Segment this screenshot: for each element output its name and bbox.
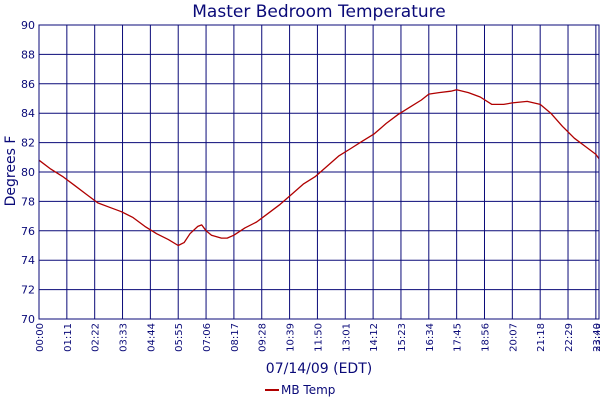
x-tick-label: 23:48	[595, 323, 600, 352]
legend: MB Temp	[265, 383, 335, 397]
x-axis-label: 07/14/09 (EDT)	[266, 361, 372, 377]
x-tick-label: 16:34	[425, 323, 436, 352]
y-tick-label: 80	[21, 166, 35, 179]
plot-frame	[38, 24, 600, 320]
series-line-mb-temp	[38, 89, 600, 247]
y-axis-label: Degrees F	[3, 136, 19, 207]
x-tick-label: 10:39	[286, 323, 297, 352]
x-tick-label: 21:18	[536, 323, 547, 352]
x-tick-label: 00:00	[35, 323, 46, 352]
y-tick-label: 72	[21, 284, 35, 297]
y-tick-label: 70	[21, 313, 35, 326]
x-tick-label: 22:29	[564, 323, 575, 352]
y-tick-label: 82	[21, 137, 35, 150]
x-tick-label: 17:45	[453, 323, 464, 352]
x-tick-label: 03:33	[119, 323, 130, 352]
x-tick-label: 13:01	[341, 323, 352, 352]
x-tick-label: 09:28	[258, 323, 269, 352]
y-tick-label: 76	[21, 225, 35, 238]
x-tick-label: 18:56	[480, 323, 491, 352]
y-tick-label: 74	[21, 254, 35, 267]
x-tick-label: 02:22	[91, 323, 102, 352]
x-tick-label: 07:06	[202, 323, 213, 352]
y-tick-label: 86	[21, 78, 35, 91]
x-tick-label: 11:50	[313, 323, 324, 352]
x-tick-label: 01:11	[63, 323, 74, 352]
y-tick-label: 84	[21, 107, 35, 120]
y-tick-label: 90	[21, 19, 35, 32]
y-tick-label: 88	[21, 48, 35, 61]
x-tick-labels: 00:00 01:11 02:22 03:33 04:44 05:55 07:06 08:17…	[35, 323, 600, 352]
grid-lines	[38, 24, 600, 320]
x-tick-label: 23:40	[592, 323, 600, 352]
x-tick-label: 15:23	[397, 323, 408, 352]
x-tick-label: 14:12	[369, 323, 380, 352]
x-tick-label: 05:55	[174, 323, 185, 352]
series-layer	[38, 89, 600, 247]
x-tick-label: 08:17	[230, 323, 241, 352]
y-tick-labels: 70 72 74 76 78 80 82 84 86 88 90	[21, 19, 35, 326]
legend-label-mb-temp: MB Temp	[281, 383, 335, 397]
x-tick-label: 04:44	[146, 323, 157, 352]
y-tick-label: 78	[21, 195, 35, 208]
x-tick-label: 20:07	[508, 323, 519, 352]
chart-title: Master Bedroom Temperature	[192, 2, 445, 22]
